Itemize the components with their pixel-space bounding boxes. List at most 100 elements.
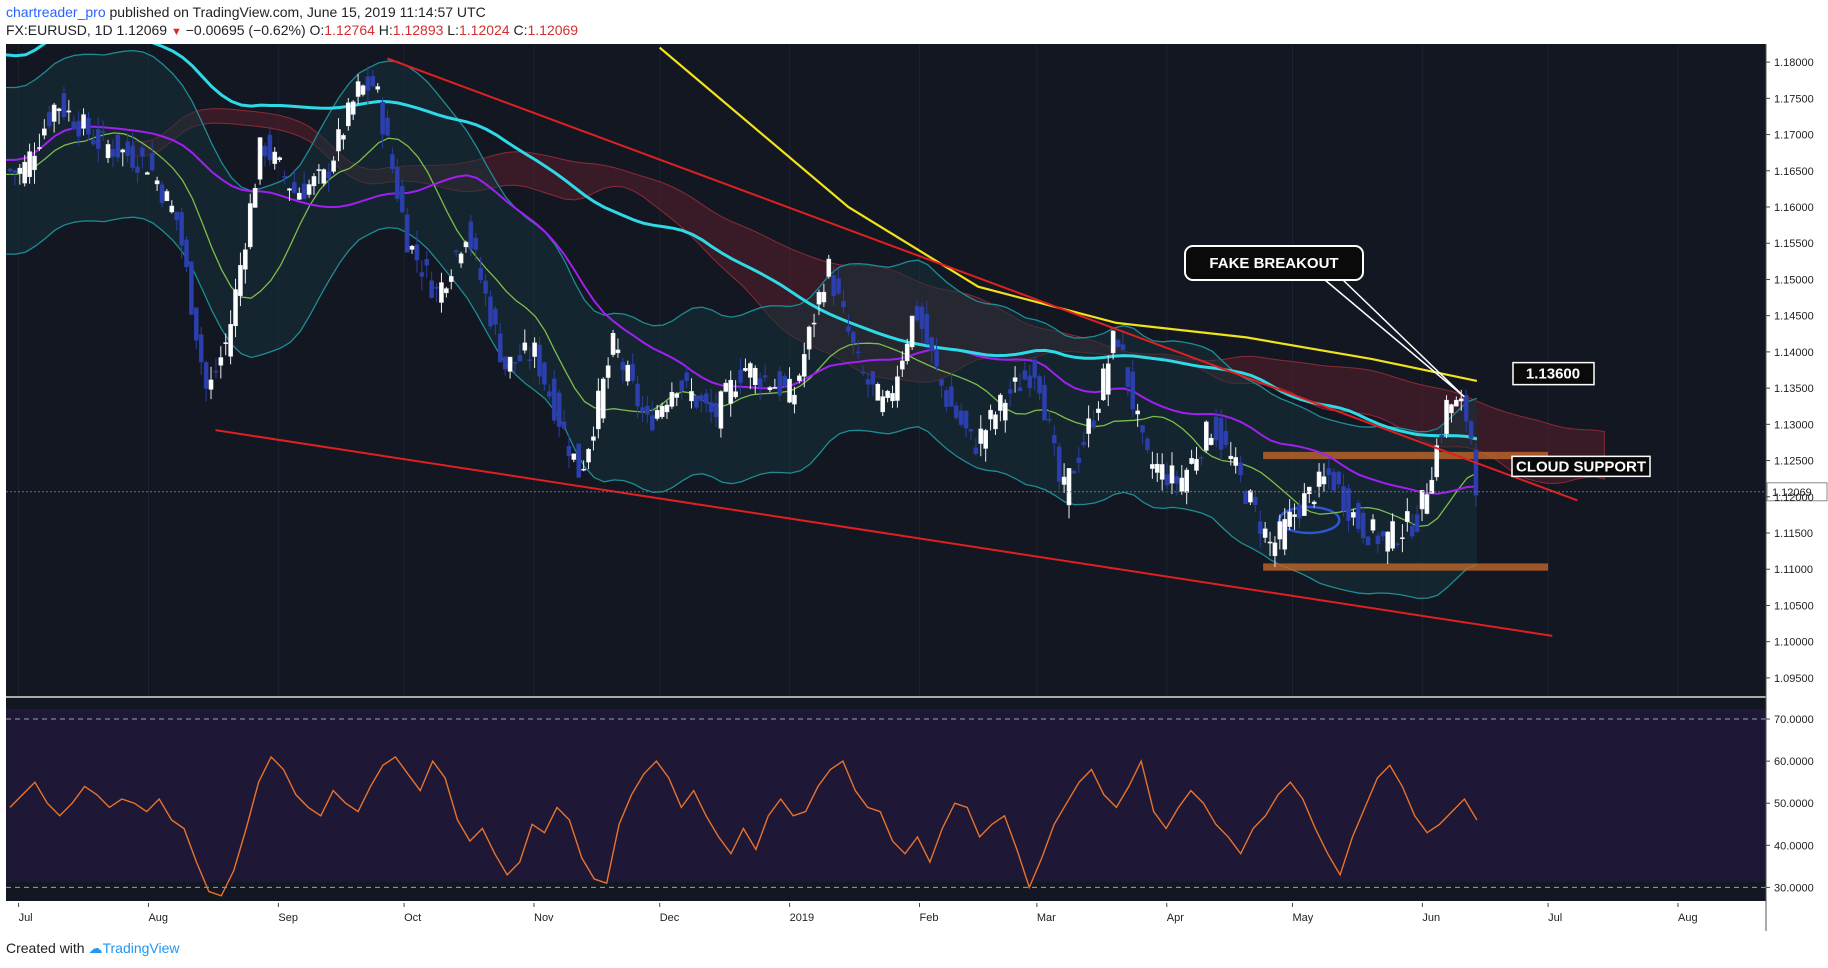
candle-body bbox=[1101, 368, 1106, 401]
price-tick-label: 1.10000 bbox=[1774, 637, 1814, 649]
tradingview-logo-icon[interactable]: ☁ bbox=[88, 940, 103, 956]
candle-body bbox=[1297, 504, 1302, 519]
rsi-band-fill bbox=[6, 709, 1766, 882]
candle-body bbox=[699, 395, 704, 402]
candle-body bbox=[448, 276, 454, 282]
candle-body bbox=[1262, 528, 1268, 538]
candle-body bbox=[1115, 339, 1121, 348]
candle-body bbox=[1321, 476, 1327, 485]
last-price-tag-label: 1.12069 bbox=[1772, 487, 1812, 499]
candle-body bbox=[1449, 404, 1454, 414]
price-tick-label: 1.14500 bbox=[1774, 311, 1814, 323]
candle-body bbox=[885, 390, 890, 398]
candle-body bbox=[458, 253, 464, 264]
candle-body bbox=[1375, 535, 1381, 545]
candle-body bbox=[444, 288, 449, 294]
candle-body bbox=[571, 453, 577, 460]
price-chart[interactable]: 1.12069 FAKE BREAKOUT 1.13600 CLOUD SUPPORT… bbox=[0, 44, 1828, 932]
time-tick-label: Oct bbox=[404, 912, 421, 924]
candle-body bbox=[326, 171, 331, 179]
tradingview-brand[interactable]: TradingView bbox=[102, 940, 180, 956]
candle-body bbox=[1439, 435, 1444, 438]
candle-body bbox=[66, 110, 72, 113]
candle-body bbox=[228, 324, 233, 357]
candle-body bbox=[223, 342, 229, 344]
candle-body bbox=[331, 160, 336, 172]
candle-body bbox=[694, 395, 699, 408]
time-tick-label: Jun bbox=[1422, 912, 1440, 924]
candle-body bbox=[414, 244, 420, 261]
candle-body bbox=[914, 305, 920, 321]
candle-body bbox=[836, 278, 841, 294]
candle-body bbox=[179, 212, 184, 246]
candle-body bbox=[56, 108, 62, 112]
candle-body bbox=[890, 393, 895, 402]
last-price: 1.12069 bbox=[116, 22, 168, 38]
candle-body bbox=[247, 203, 253, 248]
candle-body bbox=[478, 267, 483, 281]
time-axis[interactable] bbox=[6, 903, 1766, 931]
highlight-ellipse bbox=[1277, 505, 1341, 535]
candle-body bbox=[1351, 512, 1356, 518]
candle-body bbox=[958, 410, 964, 425]
price-tick-label: 1.13500 bbox=[1774, 383, 1814, 395]
candle-body bbox=[689, 391, 694, 402]
price-tick-label: 1.10500 bbox=[1774, 600, 1814, 612]
candle-body bbox=[978, 428, 984, 444]
candle-body bbox=[1159, 464, 1165, 480]
candle-body bbox=[998, 394, 1003, 411]
candle-body bbox=[1154, 463, 1160, 473]
candle-body bbox=[1311, 501, 1317, 505]
candle-body bbox=[1454, 399, 1459, 407]
candle-body bbox=[728, 379, 734, 404]
candle-body bbox=[1076, 457, 1082, 463]
candle-body bbox=[1326, 468, 1332, 476]
time-axis-labels[interactable]: Jul Aug Sep Oct Nov Dec 2019 Feb Mar Apr May Jun Jul… bbox=[18, 903, 1698, 924]
candle-body bbox=[350, 101, 356, 115]
chart-header: chartreader_pro published on TradingView… bbox=[0, 0, 1828, 44]
candle-body bbox=[287, 188, 292, 191]
candle-body bbox=[213, 370, 219, 373]
candle-body bbox=[1409, 525, 1415, 537]
candle-body bbox=[380, 101, 385, 135]
candle-body bbox=[723, 382, 729, 392]
candle-body bbox=[100, 131, 106, 133]
candle-body bbox=[1370, 519, 1376, 531]
candle-body bbox=[1042, 384, 1047, 421]
price-axis[interactable]: 1.18000 1.17500 1.17000 1.16500 1.16000 1.155… bbox=[1766, 57, 1814, 685]
candle-body bbox=[924, 313, 930, 344]
candle-body bbox=[345, 102, 351, 127]
candle-body bbox=[816, 292, 822, 305]
candle-body bbox=[1395, 543, 1400, 546]
candle-body bbox=[988, 409, 993, 420]
candle-body bbox=[1233, 457, 1239, 466]
candle-body bbox=[76, 120, 81, 137]
candle-body bbox=[164, 191, 170, 202]
candle-body bbox=[1346, 488, 1351, 521]
candle-body bbox=[1096, 408, 1101, 413]
price-tick-label: 1.14000 bbox=[1774, 347, 1814, 359]
level-box bbox=[1512, 361, 1595, 386]
rsi-axis[interactable]: 70.0000 60.0000 50.0000 40.0000 30.0000 bbox=[1766, 714, 1814, 894]
candle-body bbox=[542, 362, 547, 385]
created-with-text: Created with bbox=[6, 940, 85, 956]
candle-body bbox=[909, 315, 915, 348]
candle-body bbox=[1150, 464, 1155, 469]
candle-body bbox=[1120, 344, 1126, 350]
candle-body bbox=[806, 326, 812, 350]
rsi-line bbox=[9, 755, 1478, 897]
candle-body bbox=[159, 184, 165, 204]
candle-body bbox=[125, 141, 130, 157]
candle-body bbox=[341, 135, 346, 140]
publisher-line: chartreader_pro published on TradingView… bbox=[6, 4, 486, 20]
published-text: published on TradingView.com, June 15, 2… bbox=[105, 4, 486, 20]
candle-body bbox=[787, 378, 792, 403]
candle-body bbox=[625, 364, 631, 382]
candle-body bbox=[194, 307, 199, 341]
candle-body bbox=[649, 415, 655, 431]
ohlc-line: FX:EURUSD, 1D 1.12069 ▼ −0.00695 (−0.62%… bbox=[6, 22, 578, 38]
author-link[interactable]: chartreader_pro bbox=[6, 4, 106, 20]
candle-body bbox=[640, 407, 645, 412]
bollinger-lower bbox=[6, 216, 1478, 600]
candle-body bbox=[32, 155, 37, 171]
